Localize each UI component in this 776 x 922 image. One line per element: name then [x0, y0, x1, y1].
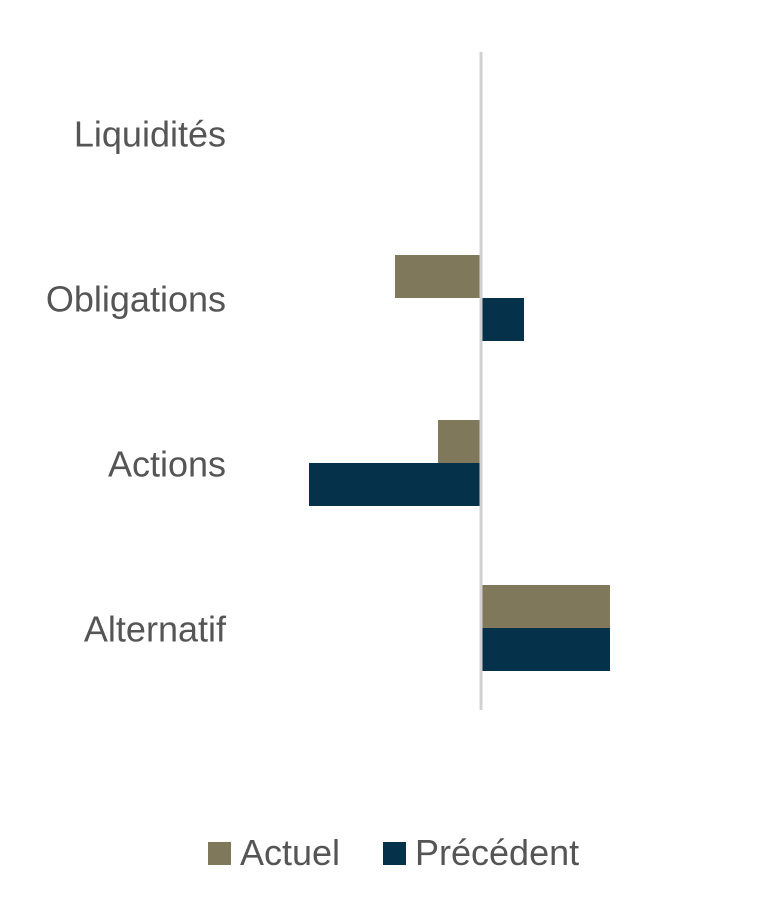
bar-actuel-alternatif — [481, 585, 610, 628]
bar-actuel-obligations — [395, 255, 481, 298]
category-labels: Liquidités Obligations Actions Alternatif — [46, 114, 227, 650]
category-label-liquidites: Liquidités — [74, 114, 226, 155]
bar-precedent-obligations — [481, 298, 524, 341]
legend: Actuel Précédent — [208, 832, 579, 873]
category-label-obligations: Obligations — [46, 279, 226, 320]
bar-actuel-actions — [438, 420, 481, 463]
legend-swatch-actuel — [208, 842, 231, 865]
bar-precedent-alternatif — [481, 628, 610, 671]
bar-precedent-actions — [309, 463, 481, 506]
category-label-actions: Actions — [108, 444, 226, 485]
legend-label-precedent: Précédent — [415, 832, 579, 873]
legend-label-actuel: Actuel — [240, 832, 340, 873]
legend-swatch-precedent — [383, 842, 406, 865]
bars-layer — [309, 255, 610, 671]
category-label-alternatif: Alternatif — [84, 609, 227, 650]
